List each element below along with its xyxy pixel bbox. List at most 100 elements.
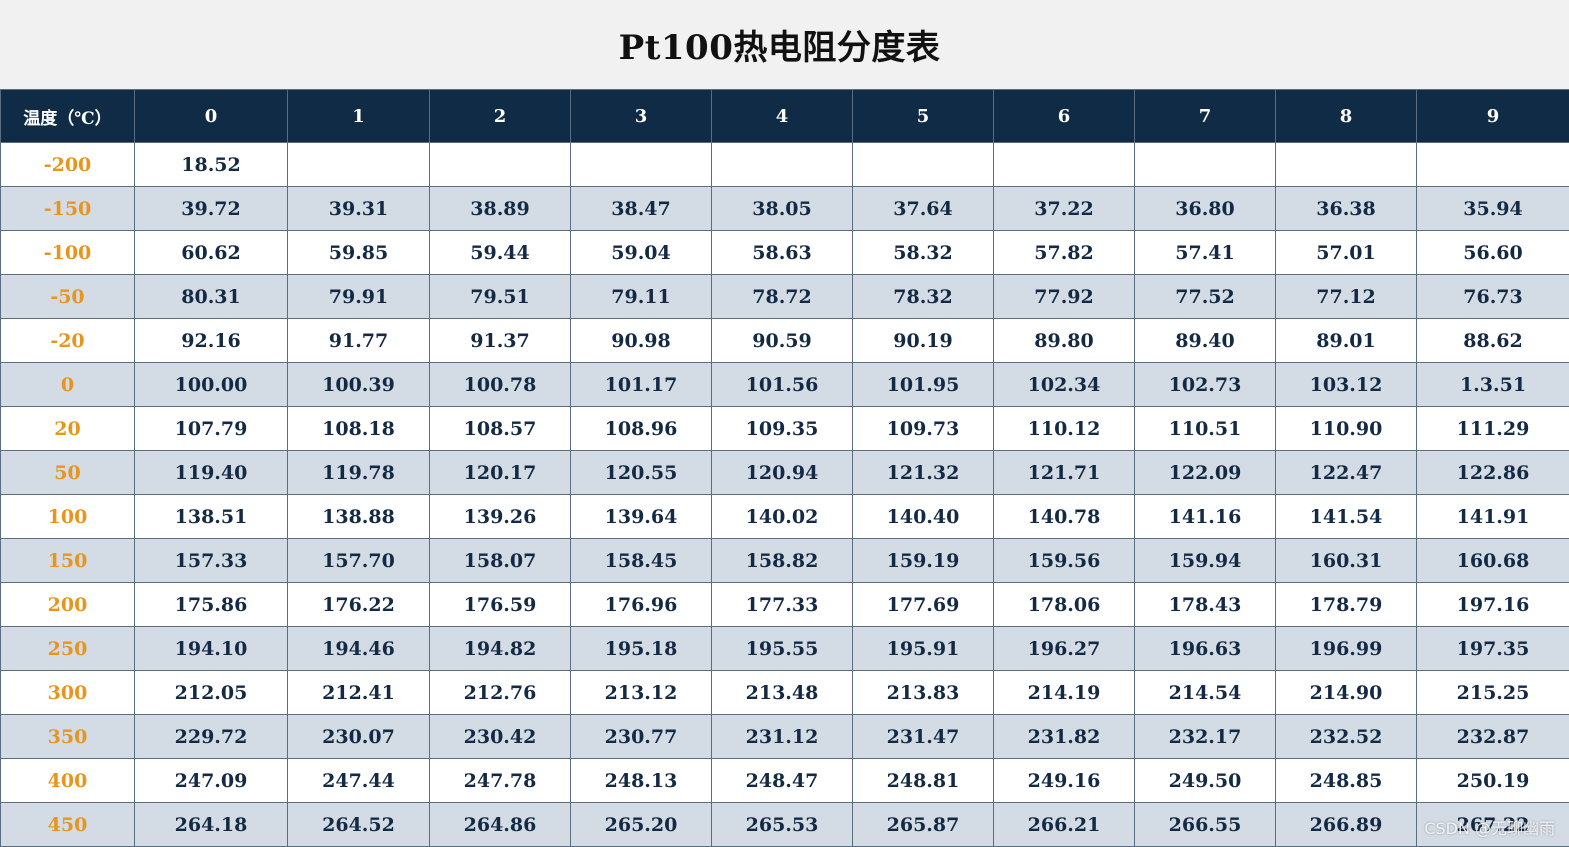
row-temperature-cell: 100	[0, 494, 135, 539]
column-header: 5	[852, 89, 994, 143]
resistance-value-cell: 230.77	[570, 714, 712, 759]
resistance-value-cell: 80.31	[134, 274, 288, 319]
row-temperature-cell: 450	[0, 802, 135, 847]
column-header: 8	[1275, 89, 1417, 143]
watermark: CSDN @无聊幽雨	[1424, 819, 1555, 838]
resistance-value-cell: 248.13	[570, 758, 712, 803]
resistance-value-cell: 231.47	[852, 714, 994, 759]
resistance-value-cell: 214.54	[1134, 670, 1276, 715]
resistance-value-cell: 159.56	[993, 538, 1135, 583]
resistance-value-cell: 194.82	[429, 626, 571, 671]
resistance-value-cell: 122.47	[1275, 450, 1417, 495]
resistance-value-cell: 212.41	[287, 670, 430, 715]
resistance-value-cell: 249.50	[1134, 758, 1276, 803]
resistance-value-cell: 139.64	[570, 494, 712, 539]
resistance-value-cell: 120.94	[711, 450, 853, 495]
resistance-value-cell: 247.78	[429, 758, 571, 803]
table-body: -200 18.52 -150 39.72 39.31 38.89 38.47 38.05 37…	[0, 142, 1569, 847]
resistance-value-cell: 264.18	[134, 802, 288, 847]
row-temperature-cell: 200	[0, 582, 135, 627]
resistance-value-cell: 264.86	[429, 802, 571, 847]
title-bar: Pt100热电阻分度表	[0, 0, 1569, 88]
resistance-value-cell: 121.32	[852, 450, 994, 495]
resistance-value-cell: 77.12	[1275, 274, 1417, 319]
column-header-temperature: 温度（℃）	[0, 89, 135, 143]
resistance-value-cell	[852, 142, 994, 187]
resistance-value-cell: 265.20	[570, 802, 712, 847]
table-row: 0 100.00 100.39 100.78 101.17 101.56 101.95 102…	[0, 362, 1569, 407]
resistance-value-cell: 158.45	[570, 538, 712, 583]
resistance-value-cell: 177.69	[852, 582, 994, 627]
resistance-value-cell: 59.44	[429, 230, 571, 275]
table-row: 200 175.86 176.22 176.59 176.96 177.33 177.69 1…	[0, 582, 1569, 627]
resistance-value-cell: 140.40	[852, 494, 994, 539]
resistance-value-cell: 59.85	[287, 230, 430, 275]
resistance-value-cell: 141.91	[1416, 494, 1569, 539]
resistance-value-cell: 176.96	[570, 582, 712, 627]
row-temperature-cell: 50	[0, 450, 135, 495]
row-temperature-cell: 400	[0, 758, 135, 803]
column-header: 9	[1416, 89, 1569, 143]
table-row: -200 18.52	[0, 142, 1569, 187]
resistance-value-cell: 100.78	[429, 362, 571, 407]
resistance-value-cell: 177.33	[711, 582, 853, 627]
column-header: 4	[711, 89, 853, 143]
resistance-value-cell: 122.09	[1134, 450, 1276, 495]
resistance-value-cell: 157.70	[287, 538, 430, 583]
resistance-value-cell: 266.89	[1275, 802, 1417, 847]
resistance-value-cell: 37.22	[993, 186, 1135, 231]
resistance-value-cell: 138.51	[134, 494, 288, 539]
column-header: 1	[287, 89, 430, 143]
resistance-value-cell: 196.27	[993, 626, 1135, 671]
resistance-value-cell	[993, 142, 1135, 187]
resistance-value-cell: 194.10	[134, 626, 288, 671]
resistance-value-cell: 120.55	[570, 450, 712, 495]
resistance-value-cell: 232.87	[1416, 714, 1569, 759]
table-row: 450 264.18 264.52 264.86 265.20 265.53 265.87 2…	[0, 802, 1569, 847]
row-temperature-cell: -50	[0, 274, 135, 319]
row-temperature-cell: -200	[0, 142, 135, 187]
resistance-value-cell: 140.78	[993, 494, 1135, 539]
resistance-value-cell: 108.57	[429, 406, 571, 451]
row-temperature-cell: -100	[0, 230, 135, 275]
resistance-value-cell: 101.17	[570, 362, 712, 407]
table-row: 150 157.33 157.70 158.07 158.45 158.82 159.19 1…	[0, 538, 1569, 583]
resistance-value-cell	[1416, 142, 1569, 187]
resistance-value-cell: 100.39	[287, 362, 430, 407]
resistance-value-cell: 90.59	[711, 318, 853, 363]
resistance-value-cell: 58.32	[852, 230, 994, 275]
resistance-value-cell: 231.12	[711, 714, 853, 759]
column-header: 6	[993, 89, 1135, 143]
resistance-value-cell: 119.78	[287, 450, 430, 495]
resistance-value-cell: 38.05	[711, 186, 853, 231]
resistance-value-cell: 90.19	[852, 318, 994, 363]
resistance-value-cell: 35.94	[1416, 186, 1569, 231]
resistance-value-cell: 59.04	[570, 230, 712, 275]
resistance-value-cell: 1.3.51	[1416, 362, 1569, 407]
resistance-value-cell: 266.55	[1134, 802, 1276, 847]
resistance-value-cell: 79.11	[570, 274, 712, 319]
resistance-value-cell: 57.41	[1134, 230, 1276, 275]
resistance-value-cell: 196.63	[1134, 626, 1276, 671]
resistance-value-cell: 178.79	[1275, 582, 1417, 627]
resistance-value-cell: 89.01	[1275, 318, 1417, 363]
resistance-value-cell: 89.80	[993, 318, 1135, 363]
resistance-value-cell	[1134, 142, 1276, 187]
resistance-value-cell: 215.25	[1416, 670, 1569, 715]
resistance-value-cell: 212.05	[134, 670, 288, 715]
resistance-value-cell: 195.91	[852, 626, 994, 671]
resistance-value-cell: 140.02	[711, 494, 853, 539]
resistance-value-cell: 248.81	[852, 758, 994, 803]
resistance-value-cell: 265.87	[852, 802, 994, 847]
resistance-value-cell: 90.98	[570, 318, 712, 363]
resistance-value-cell: 107.79	[134, 406, 288, 451]
resistance-value-cell: 213.83	[852, 670, 994, 715]
resistance-value-cell: 175.86	[134, 582, 288, 627]
resistance-value-cell: 213.48	[711, 670, 853, 715]
column-header: 7	[1134, 89, 1276, 143]
resistance-value-cell: 38.47	[570, 186, 712, 231]
resistance-value-cell: 109.73	[852, 406, 994, 451]
resistance-value-cell: 36.80	[1134, 186, 1276, 231]
resistance-value-cell: 18.52	[134, 142, 288, 187]
table-row: 250 194.10 194.46 194.82 195.18 195.55 195.91 1…	[0, 626, 1569, 671]
